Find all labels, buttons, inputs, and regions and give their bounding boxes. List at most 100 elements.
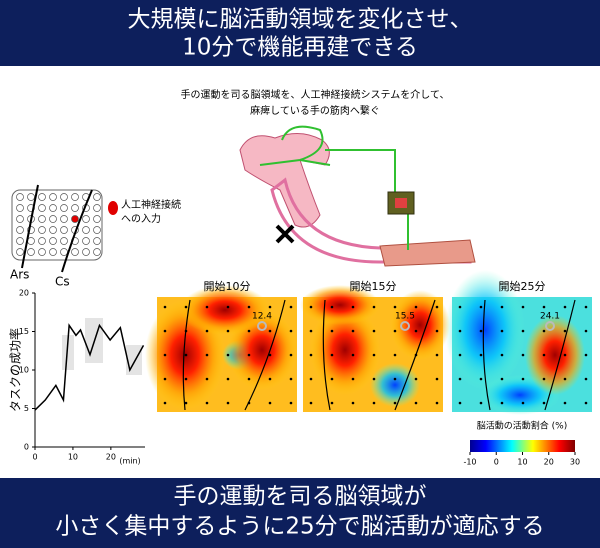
footer-band [0, 478, 600, 548]
sulcus-line [544, 299, 576, 411]
electrode [82, 226, 90, 234]
electrode-dot [458, 305, 462, 309]
electrode [16, 248, 24, 256]
electrode-dot [393, 353, 397, 357]
hot-region [525, 315, 585, 395]
sulcus-line [244, 299, 286, 411]
electrode-dot [521, 377, 525, 381]
electrode-dot [205, 329, 209, 333]
electrode [16, 204, 24, 212]
electrode-dot [414, 305, 418, 309]
electrode-dot [435, 329, 439, 333]
electrode [49, 215, 57, 223]
electrode-dot [372, 305, 376, 309]
cold-region [445, 270, 525, 390]
electrode-label: への入力 [121, 212, 161, 225]
electrode-dot [479, 353, 483, 357]
electrode-dot [458, 353, 462, 357]
sulcus-line [322, 299, 331, 411]
electrode-dot [542, 329, 546, 333]
electrode-dot [247, 305, 251, 309]
input-site [545, 321, 555, 331]
colorbar-tick-label: 20 [544, 458, 554, 467]
electrode-dot [393, 401, 397, 405]
electrode-dot [500, 401, 504, 405]
panel-value: 15.5 [395, 312, 415, 322]
shaded-range [62, 335, 74, 370]
line-series [34, 323, 145, 411]
sulcus-label: Cs [55, 275, 70, 289]
electrode-dot [163, 353, 167, 357]
electrode-dot [205, 401, 209, 405]
heatmap [300, 285, 450, 412]
x-axis-label: (min) [119, 457, 140, 466]
electrode [16, 215, 24, 223]
electrode-dot [247, 329, 251, 333]
electrode-dot [393, 305, 397, 309]
electrode-dot [184, 353, 188, 357]
electrode-dot [500, 305, 504, 309]
x-tick-label: 10 [68, 453, 78, 462]
electrode-dot [414, 329, 418, 333]
header-band [0, 0, 600, 66]
hot-region [180, 285, 270, 335]
electrode-dot [247, 377, 251, 381]
electrode [38, 204, 46, 212]
sulcus-line [482, 299, 491, 411]
electrode-dot [184, 377, 188, 381]
caption: 麻痺している手の筋肉へ繋ぐ [250, 104, 380, 117]
electrode-dot [184, 401, 188, 405]
electrode-dot [563, 353, 567, 357]
electrode-dot [479, 401, 483, 405]
electrode-dot [351, 353, 355, 357]
y-tick-label: 10 [19, 366, 29, 375]
electrode-dot [289, 353, 293, 357]
electrode-dot [435, 305, 439, 309]
electrode [60, 237, 68, 245]
electrode-dot [542, 353, 546, 357]
electrode [38, 215, 46, 223]
electrode-dot [226, 329, 230, 333]
colorbar [470, 440, 575, 452]
electrode [60, 248, 68, 256]
electrode [16, 237, 24, 245]
electrode-dot [458, 401, 462, 405]
electrode-dot [435, 377, 439, 381]
input-site [257, 321, 267, 331]
electrode [71, 193, 79, 201]
electrode [38, 226, 46, 234]
electrode-dot [435, 401, 439, 405]
electrode-dot [289, 305, 293, 309]
electrode-dot [458, 329, 462, 333]
electrode [16, 226, 24, 234]
electrode-dot [479, 329, 483, 333]
input-marker [108, 201, 118, 215]
hot-region [300, 285, 380, 325]
electrode-dot [226, 401, 230, 405]
electrode-dot [163, 305, 167, 309]
sulcus-label: Ars [10, 268, 29, 282]
y-tick-label: 5 [24, 404, 29, 413]
electrode-dot [479, 377, 483, 381]
electrode-dot [268, 401, 272, 405]
sulcus-line [61, 189, 93, 273]
electrode [49, 204, 57, 212]
electrode [49, 237, 57, 245]
electrode-dot [330, 377, 334, 381]
electrode-dot [563, 305, 567, 309]
electrode-dot [309, 305, 313, 309]
electrode-dot [289, 329, 293, 333]
electrode-dot [584, 401, 588, 405]
electrode [71, 215, 79, 223]
electrode-dot [205, 305, 209, 309]
colorbar-tick-label: 30 [570, 458, 580, 467]
electrode-dot [309, 329, 313, 333]
electrode-dot [563, 377, 567, 381]
colorbar-tick-label: 0 [494, 458, 499, 467]
electrode [49, 226, 57, 234]
cold-region [370, 363, 420, 407]
electrode-dot [479, 305, 483, 309]
electrode-dot [330, 305, 334, 309]
electrode-dot [521, 401, 525, 405]
electrode-dot [521, 305, 525, 309]
